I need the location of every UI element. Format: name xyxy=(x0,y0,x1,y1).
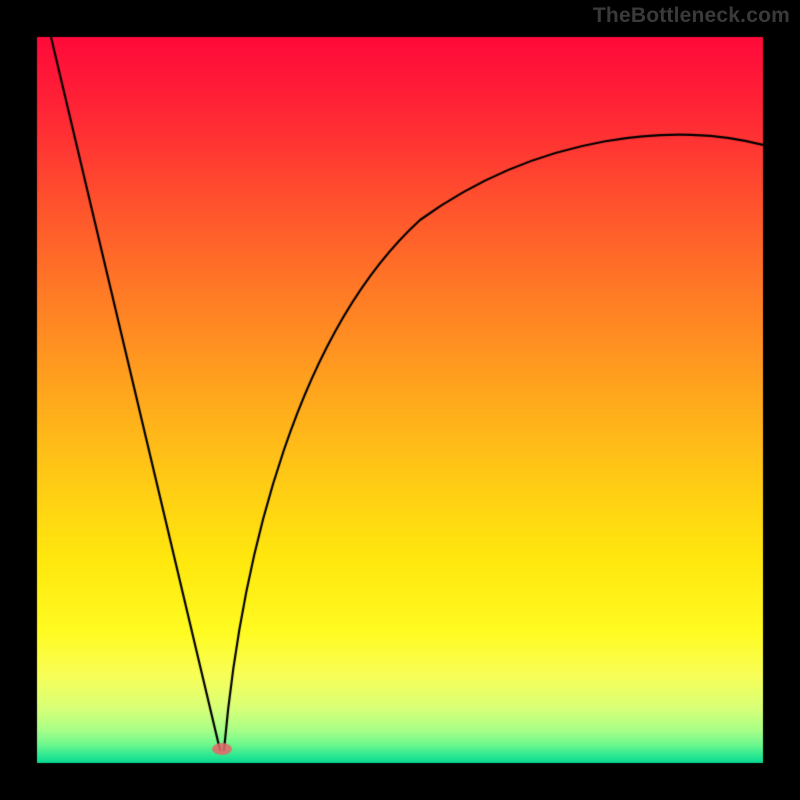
bottleneck-chart-canvas xyxy=(0,0,800,800)
chart-container: TheBottleneck.com xyxy=(0,0,800,800)
